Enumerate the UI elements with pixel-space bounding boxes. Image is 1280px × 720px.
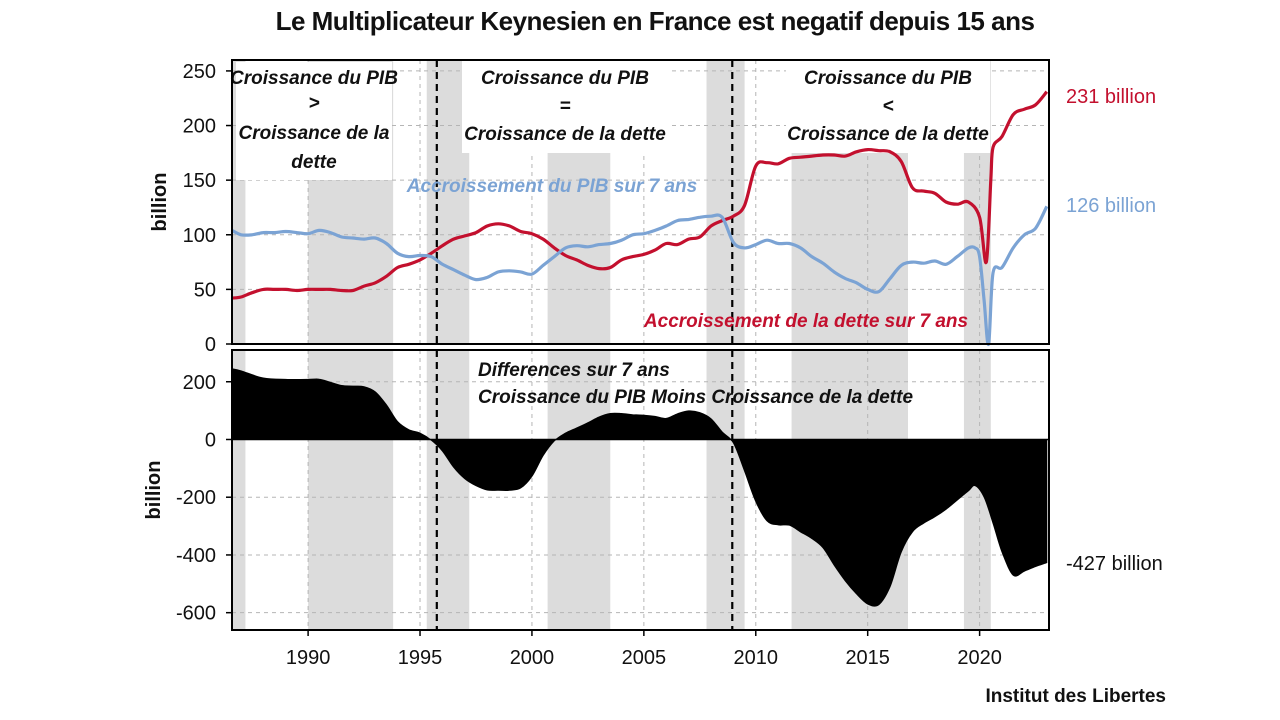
y-tick-label-bottom-0: 200 — [183, 372, 216, 394]
shaded-period-bottom-4 — [706, 350, 745, 630]
annotation-box-1 — [462, 60, 668, 153]
annotation-1-line-1: = — [559, 96, 570, 117]
x-tick-label-2: 2000 — [510, 647, 555, 669]
annotation-2-line-0: Croissance du PIB — [804, 68, 972, 89]
y-tick-label-top-2: 100 — [183, 225, 216, 247]
x-tick-label-3: 2005 — [622, 647, 667, 669]
top-panel-frame — [231, 59, 1050, 345]
series-label-pib: Accroissement du PIB sur 7 ans — [406, 176, 697, 197]
annotation-0-line-0: Croissance du PIB — [230, 68, 398, 89]
shaded-period-bottom-2 — [426, 350, 470, 630]
y-tick-label-bottom-3: -400 — [176, 545, 216, 567]
y-tick-label-top-1: 50 — [194, 279, 216, 301]
y-tick-label-top-3: 150 — [183, 170, 216, 192]
annotation-box-0 — [236, 62, 392, 180]
y-axis-title-bottom: billion — [143, 461, 165, 520]
annotation-2-line-2: Croissance de la dette — [787, 124, 989, 145]
difference-area — [231, 368, 1048, 607]
end-label-difference: -427 billion — [1066, 553, 1163, 575]
annotation-0-line-3: dette — [291, 152, 337, 173]
y-tick-label-bottom-1: 0 — [205, 429, 216, 451]
annotation-0-line-1: > — [308, 93, 319, 114]
x-tick-label-4: 2010 — [734, 647, 779, 669]
y-tick-label-top-0: 0 — [205, 334, 216, 356]
x-tick-label-1: 1995 — [398, 647, 443, 669]
shaded-period-bottom-3 — [547, 350, 611, 630]
bottom-panel-subtitle: Croissance du PIB Moins Croissance de la… — [478, 387, 913, 408]
bottom-panel-frame — [231, 349, 1050, 631]
y-axis-title-top: billion — [149, 173, 171, 232]
y-tick-label-top-5: 250 — [183, 61, 216, 83]
end-label-pib: 126 billion — [1066, 195, 1156, 217]
annotation-1-line-0: Croissance du PIB — [481, 68, 649, 89]
annotation-box-2 — [786, 60, 990, 153]
y-tick-label-top-4: 200 — [183, 116, 216, 138]
x-tick-label-5: 2015 — [845, 647, 890, 669]
series-line-pib — [231, 205, 1049, 346]
series-line-dette — [231, 90, 1049, 300]
annotation-2-line-1: < — [882, 96, 893, 117]
annotation-1-line-2: Croissance de la dette — [464, 124, 666, 145]
series-label-dette: Accroissement de la dette sur 7 ans — [643, 311, 968, 332]
source-credit: Institut des Libertes — [985, 686, 1166, 707]
x-tick-label-0: 1990 — [286, 647, 331, 669]
bottom-panel-title: Differences sur 7 ans — [478, 360, 670, 381]
shaded-period-top-4 — [706, 60, 745, 344]
annotation-0-line-2: Croissance de la — [238, 123, 389, 144]
end-label-dette: 231 billion — [1066, 86, 1156, 108]
chart-title: Le Multiplicateur Keynesien en France es… — [275, 6, 1035, 36]
y-tick-label-bottom-4: -600 — [176, 603, 216, 625]
x-tick-label-6: 2020 — [957, 647, 1002, 669]
y-tick-label-bottom-2: -200 — [176, 487, 216, 509]
